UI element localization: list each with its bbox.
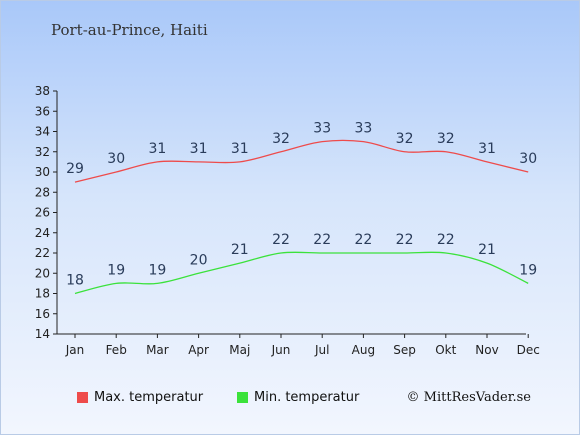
legend-swatch-min: [237, 392, 248, 403]
data-labels: 29 30 31 31 31 32 33 33 32 32 31 30 18 19 19 20 21 22 22 22…: [66, 121, 537, 289]
x-axis-ticks: Jan Feb Mar Apr Maj Jun Jul Aug Sep Okt Nov Dec: [65, 334, 540, 357]
x-tick-label: Jun: [271, 343, 291, 357]
max-data-label: 32: [437, 131, 455, 147]
x-tick-label: Nov: [475, 343, 498, 357]
x-tick-label: Feb: [106, 343, 127, 357]
max-data-label: 31: [148, 141, 166, 157]
y-tick-label: 32: [35, 145, 50, 159]
min-data-label: 22: [272, 232, 290, 248]
legend-item-min: Min. temperatur: [237, 390, 359, 405]
y-tick-label: 38: [35, 84, 50, 98]
max-data-label: 31: [478, 141, 496, 157]
max-data-label: 33: [354, 121, 372, 137]
x-tick-label: Aug: [352, 343, 375, 357]
x-tick-label: Dec: [517, 343, 540, 357]
x-tick-label: Jul: [314, 343, 329, 357]
max-data-label: 30: [519, 151, 537, 167]
max-temperature-line: [74, 139, 529, 183]
legend-item-max: Max. temperatur: [77, 390, 203, 405]
x-tick-label: Okt: [435, 343, 456, 357]
max-data-label: 32: [396, 131, 414, 147]
y-tick-label: 28: [35, 185, 50, 199]
legend-label-max: Max. temperatur: [94, 390, 204, 405]
x-tick-label: Maj: [229, 343, 250, 357]
site-credit: © MittResVader.se: [406, 390, 531, 405]
max-data-label: 30: [107, 151, 125, 167]
y-tick-label: 22: [35, 246, 50, 260]
x-tick-label: Apr: [188, 343, 209, 357]
min-data-label: 19: [148, 262, 166, 278]
max-data-label: 29: [66, 161, 84, 177]
max-data-label: 31: [190, 141, 208, 157]
y-tick-label: 20: [35, 266, 50, 280]
min-data-label: 20: [190, 252, 208, 268]
max-data-label: 31: [231, 141, 249, 157]
min-data-label: 22: [313, 232, 331, 248]
min-data-label: 22: [437, 232, 455, 248]
max-data-label: 32: [272, 131, 290, 147]
min-temperature-line: [74, 251, 529, 295]
x-tick-label: Jan: [65, 343, 85, 357]
y-tick-label: 30: [35, 165, 50, 179]
legend-swatch-max: [77, 392, 88, 403]
min-data-label: 18: [66, 273, 84, 289]
min-data-label: 19: [519, 262, 537, 278]
series-lines: [74, 139, 529, 295]
min-data-label: 21: [231, 242, 249, 258]
min-data-label: 22: [396, 232, 414, 248]
min-data-label: 21: [478, 242, 496, 258]
y-tick-label: 24: [35, 226, 50, 240]
x-tick-label: Mar: [146, 343, 169, 357]
y-tick-label: 14: [35, 327, 50, 341]
y-tick-label: 26: [35, 206, 50, 220]
min-data-label: 22: [354, 232, 372, 248]
x-tick-label: Sep: [393, 343, 416, 357]
min-data-label: 19: [107, 262, 125, 278]
y-axis-ticks: 14 16 18 20 22 24 26 28 30 32 34 36 38: [35, 84, 57, 341]
y-tick-label: 34: [35, 125, 50, 139]
y-tick-label: 16: [35, 307, 50, 321]
y-tick-label: 18: [35, 287, 50, 301]
max-data-label: 33: [313, 121, 331, 137]
y-tick-label: 36: [35, 104, 50, 118]
chart-title: Port-au-Prince, Haiti: [51, 21, 208, 39]
legend-label-min: Min. temperatur: [254, 390, 360, 405]
